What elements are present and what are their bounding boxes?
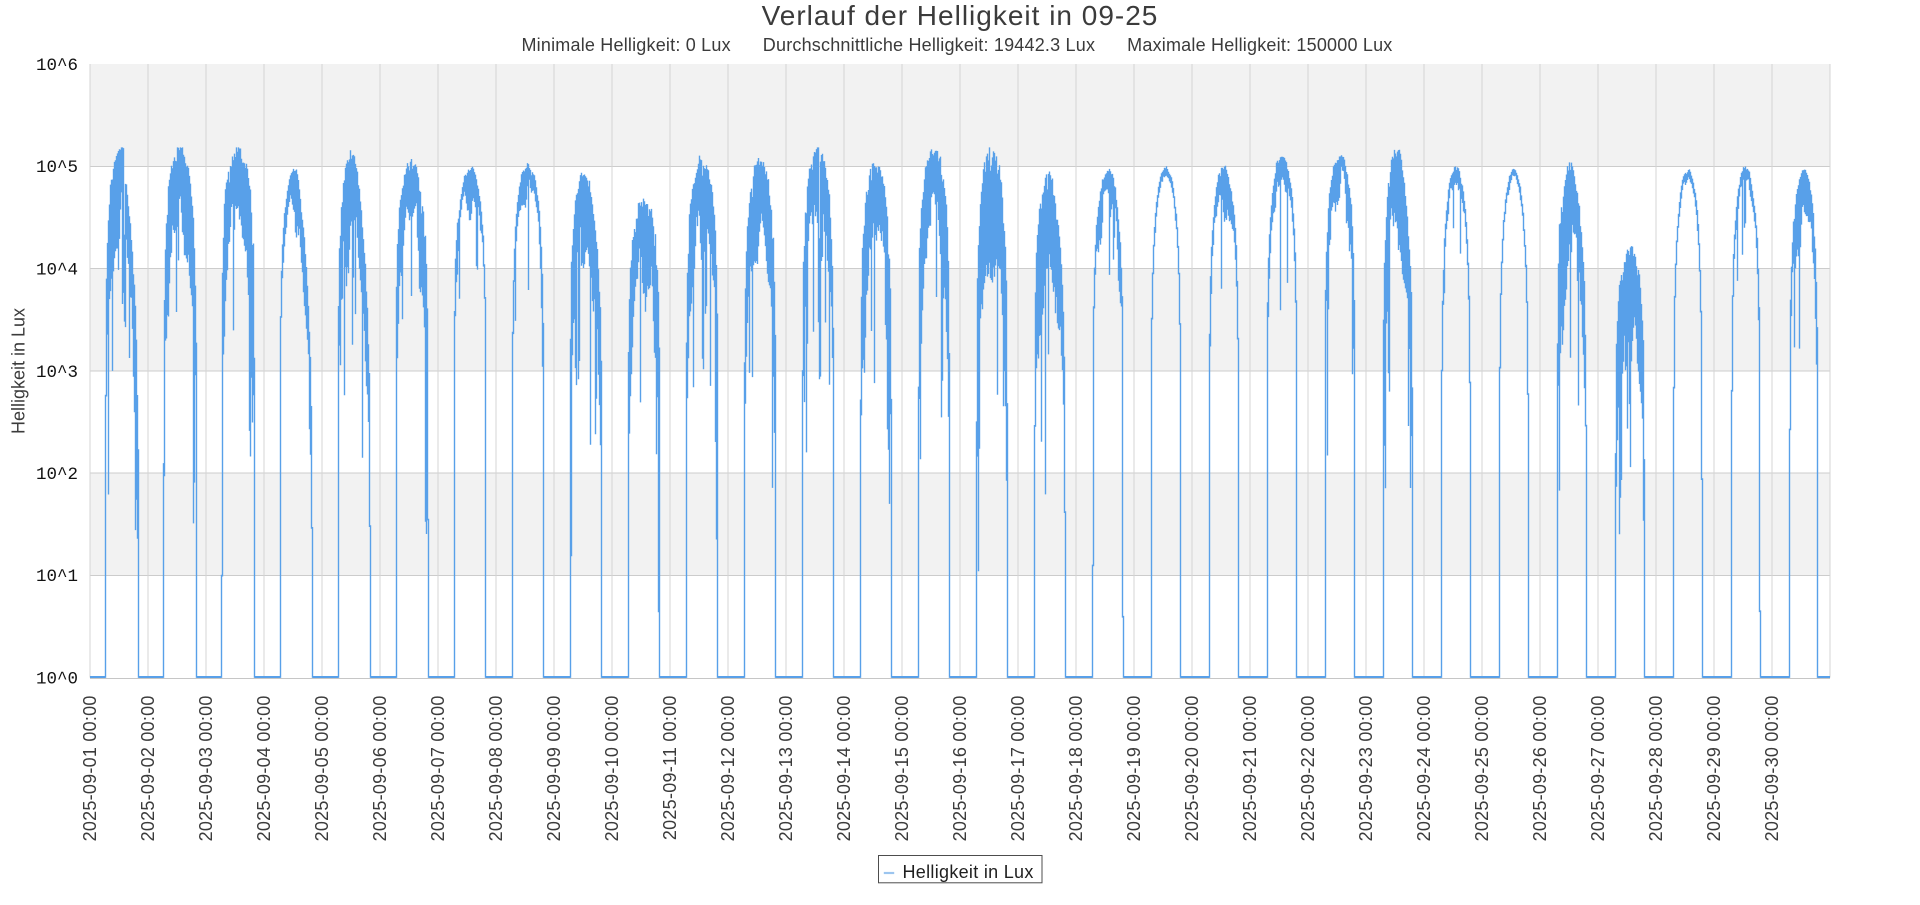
svg-text:2025-09-11 00:00: 2025-09-11 00:00 (660, 695, 680, 840)
svg-text:2025-09-27 00:00: 2025-09-27 00:00 (1588, 695, 1608, 841)
svg-text:10^1: 10^1 (36, 567, 78, 587)
svg-text:2025-09-14 00:00: 2025-09-14 00:00 (834, 695, 854, 841)
svg-text:2025-09-09 00:00: 2025-09-09 00:00 (544, 695, 564, 841)
svg-text:2025-09-02 00:00: 2025-09-02 00:00 (138, 695, 158, 841)
svg-text:2025-09-20 00:00: 2025-09-20 00:00 (1182, 695, 1202, 841)
svg-text:10^3: 10^3 (36, 363, 78, 383)
svg-text:2025-09-29 00:00: 2025-09-29 00:00 (1704, 695, 1724, 841)
svg-text:2025-09-10 00:00: 2025-09-10 00:00 (602, 695, 622, 841)
svg-text:2025-09-19 00:00: 2025-09-19 00:00 (1124, 695, 1144, 841)
svg-text:2025-09-16 00:00: 2025-09-16 00:00 (950, 695, 970, 841)
svg-text:2025-09-06 00:00: 2025-09-06 00:00 (370, 695, 390, 841)
svg-text:Helligkeit in Lux: Helligkeit in Lux (903, 862, 1034, 882)
svg-text:2025-09-28 00:00: 2025-09-28 00:00 (1646, 695, 1666, 841)
svg-text:10^4: 10^4 (36, 261, 78, 281)
svg-text:2025-09-15 00:00: 2025-09-15 00:00 (892, 695, 912, 841)
svg-text:10^2: 10^2 (36, 465, 78, 485)
svg-text:2025-09-05 00:00: 2025-09-05 00:00 (312, 695, 332, 841)
svg-text:Helligkeit in Lux: Helligkeit in Lux (9, 308, 29, 434)
svg-text:2025-09-22 00:00: 2025-09-22 00:00 (1298, 695, 1318, 841)
svg-text:2025-09-08 00:00: 2025-09-08 00:00 (486, 695, 506, 841)
svg-text:2025-09-12 00:00: 2025-09-12 00:00 (718, 695, 738, 841)
svg-text:10^5: 10^5 (36, 158, 78, 178)
svg-text:2025-09-04 00:00: 2025-09-04 00:00 (254, 695, 274, 841)
svg-text:2025-09-24 00:00: 2025-09-24 00:00 (1414, 695, 1434, 841)
svg-text:2025-09-25 00:00: 2025-09-25 00:00 (1472, 695, 1492, 841)
svg-text:2025-09-30 00:00: 2025-09-30 00:00 (1762, 695, 1782, 841)
svg-text:2025-09-13 00:00: 2025-09-13 00:00 (776, 695, 796, 841)
svg-text:2025-09-26 00:00: 2025-09-26 00:00 (1530, 695, 1550, 841)
svg-text:2025-09-03 00:00: 2025-09-03 00:00 (196, 695, 216, 841)
svg-text:10^0: 10^0 (36, 670, 78, 690)
svg-text:2025-09-07 00:00: 2025-09-07 00:00 (428, 695, 448, 841)
svg-text:2025-09-18 00:00: 2025-09-18 00:00 (1066, 695, 1086, 841)
svg-text:2025-09-23 00:00: 2025-09-23 00:00 (1356, 695, 1376, 841)
svg-text:2025-09-17 00:00: 2025-09-17 00:00 (1008, 695, 1028, 841)
svg-text:2025-09-01 00:00: 2025-09-01 00:00 (80, 695, 100, 841)
svg-text:2025-09-21 00:00: 2025-09-21 00:00 (1240, 695, 1260, 841)
svg-text:10^6: 10^6 (36, 56, 78, 76)
